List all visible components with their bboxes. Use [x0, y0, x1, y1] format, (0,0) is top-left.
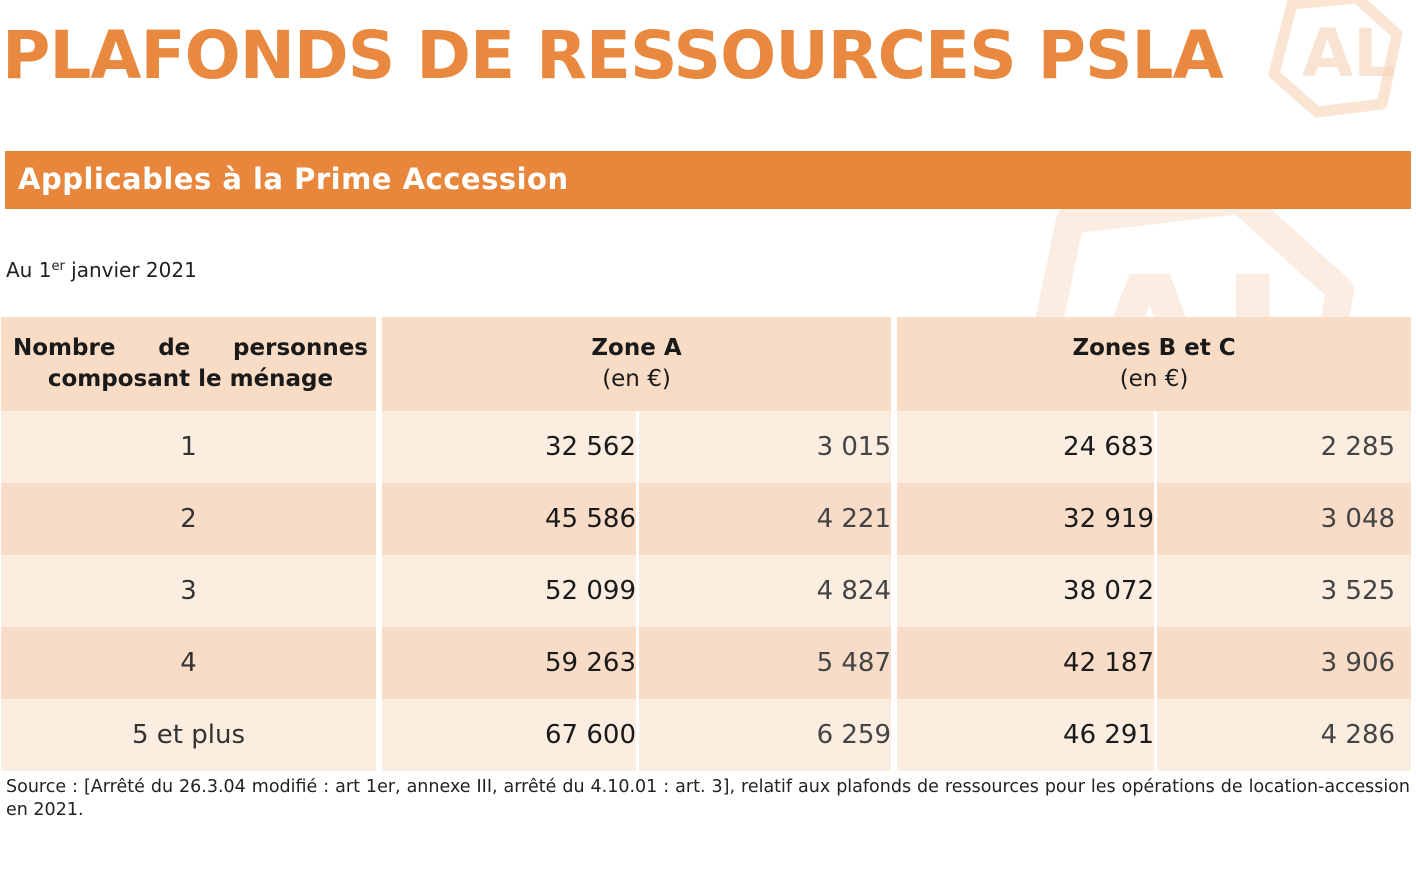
table-row: 2 45 586 4 221 32 919 3 048 — [1, 483, 1412, 555]
cell-persons: 2 — [1, 483, 376, 555]
cell-zones-bc-secondary: 2 285 — [1154, 411, 1412, 483]
header-zones-bc-unit: (en €) — [1119, 366, 1189, 392]
watermark-logo-top-text: AL — [1302, 15, 1395, 92]
header-zone-a-unit: (en €) — [602, 366, 671, 392]
cell-zone-a: 59 263 — [376, 627, 636, 699]
cell-zones-bc: 24 683 — [891, 411, 1155, 483]
cell-zone-a-secondary: 3 015 — [636, 411, 892, 483]
header-zones-bc: Zones B et C (en €) — [891, 317, 1412, 411]
cell-persons: 3 — [1, 555, 376, 627]
table-row: 3 52 099 4 824 38 072 3 525 — [1, 555, 1412, 627]
cell-zones-bc-secondary: 4 286 — [1154, 699, 1412, 771]
header-zone-a-name: Zone A — [591, 335, 682, 361]
cell-zone-a-secondary: 4 824 — [636, 555, 892, 627]
header-zones-bc-name: Zones B et C — [1072, 335, 1236, 361]
watermark-logo-top: AL — [1268, 0, 1403, 118]
section-banner-title: Applicables à la Prime Accession — [18, 162, 569, 196]
cell-zone-a-secondary: 4 221 — [636, 483, 892, 555]
effective-date: Au 1er janvier 2021 — [6, 258, 197, 282]
table-header-row: Nombre de personnes composant le ménage … — [1, 317, 1412, 411]
table-row: 5 et plus 67 600 6 259 46 291 4 286 — [1, 699, 1412, 771]
cell-persons: 5 et plus — [1, 699, 376, 771]
section-banner: Applicables à la Prime Accession — [5, 151, 1411, 209]
effective-date-prefix: Au 1 — [6, 258, 52, 282]
effective-date-ordinal: er — [51, 259, 65, 274]
cell-zones-bc: 38 072 — [891, 555, 1155, 627]
cell-zones-bc: 32 919 — [891, 483, 1155, 555]
page-title: PLAFONDS DE RESSOURCES PSLA — [2, 17, 1224, 94]
cell-zone-a: 32 562 — [376, 411, 636, 483]
cell-zone-a: 52 099 — [376, 555, 636, 627]
table-row: 4 59 263 5 487 42 187 3 906 — [1, 627, 1412, 699]
cell-zones-bc: 46 291 — [891, 699, 1155, 771]
cell-zones-bc: 42 187 — [891, 627, 1155, 699]
cell-zone-a-secondary: 5 487 — [636, 627, 892, 699]
cell-zones-bc-secondary: 3 906 — [1154, 627, 1412, 699]
header-zone-a: Zone A (en €) — [376, 317, 892, 411]
cell-zone-a-secondary: 6 259 — [636, 699, 892, 771]
cell-persons: 1 — [1, 411, 376, 483]
cell-zones-bc-secondary: 3 525 — [1154, 555, 1412, 627]
header-household-size: Nombre de personnes composant le ménage — [1, 317, 376, 411]
cell-zone-a: 45 586 — [376, 483, 636, 555]
table-row: 1 32 562 3 015 24 683 2 285 — [1, 411, 1412, 483]
cell-zones-bc-secondary: 3 048 — [1154, 483, 1412, 555]
source-note: Source : [Arrêté du 26.3.04 modifié : ar… — [6, 777, 1410, 820]
cell-zone-a: 67 600 — [376, 699, 636, 771]
income-ceilings-table: Nombre de personnes composant le ménage … — [1, 317, 1412, 771]
cell-persons: 4 — [1, 627, 376, 699]
effective-date-suffix: janvier 2021 — [64, 258, 197, 282]
